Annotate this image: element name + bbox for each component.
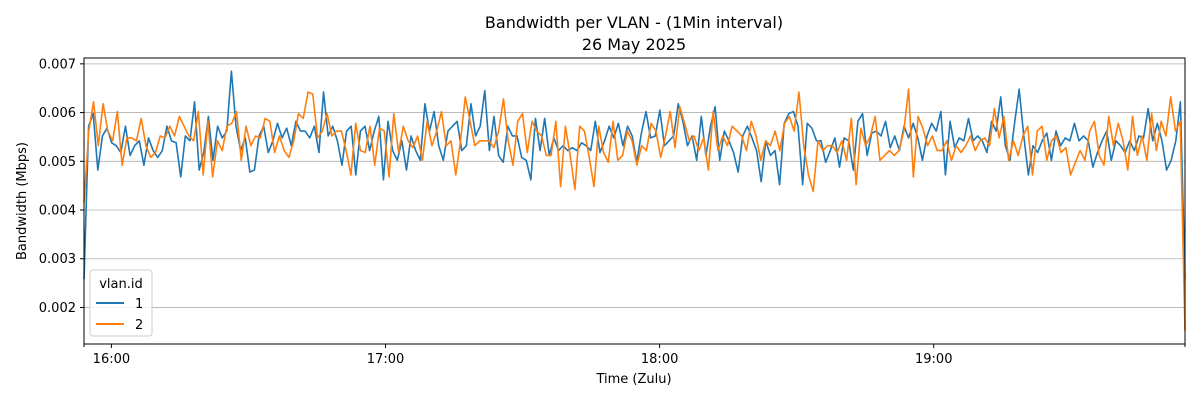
y-axis-ticks: 0.002 0.003 0.004 0.005 0.006 0.007 <box>39 57 84 316</box>
y-tick-label: 0.004 <box>39 204 76 219</box>
chart-subtitle: 26 May 2025 <box>582 35 686 54</box>
x-tick-label: 16:00 <box>93 352 130 367</box>
y-tick-label: 0.006 <box>39 106 76 121</box>
y-tick-label: 0.003 <box>39 252 76 267</box>
y-tick-label: 0.007 <box>39 57 76 72</box>
y-axis-label: Bandwidth (Mbps) <box>15 142 30 260</box>
gridlines <box>84 63 1185 308</box>
series-line-vlan-2 <box>83 88 1186 331</box>
x-tick-label: 18:00 <box>641 352 678 367</box>
legend: vlan.id 1 2 <box>89 269 153 337</box>
series-lines <box>83 70 1186 331</box>
y-tick-label: 0.005 <box>39 155 76 170</box>
x-tick-label: 19:00 <box>915 352 952 367</box>
legend-label-vlan-2: 2 <box>135 318 143 333</box>
plot-frame <box>83 57 1186 345</box>
x-axis-ticks: 16:00 17:00 18:00 19:00 <box>83 344 1186 367</box>
x-axis-label: Time (Zulu) <box>595 372 671 387</box>
legend-label-vlan-1: 1 <box>135 297 143 312</box>
chart-title: Bandwidth per VLAN - (1Min interval) <box>485 13 783 32</box>
y-tick-label: 0.002 <box>39 301 76 316</box>
legend-title: vlan.id <box>99 277 143 292</box>
x-tick-label: 17:00 <box>367 352 404 367</box>
